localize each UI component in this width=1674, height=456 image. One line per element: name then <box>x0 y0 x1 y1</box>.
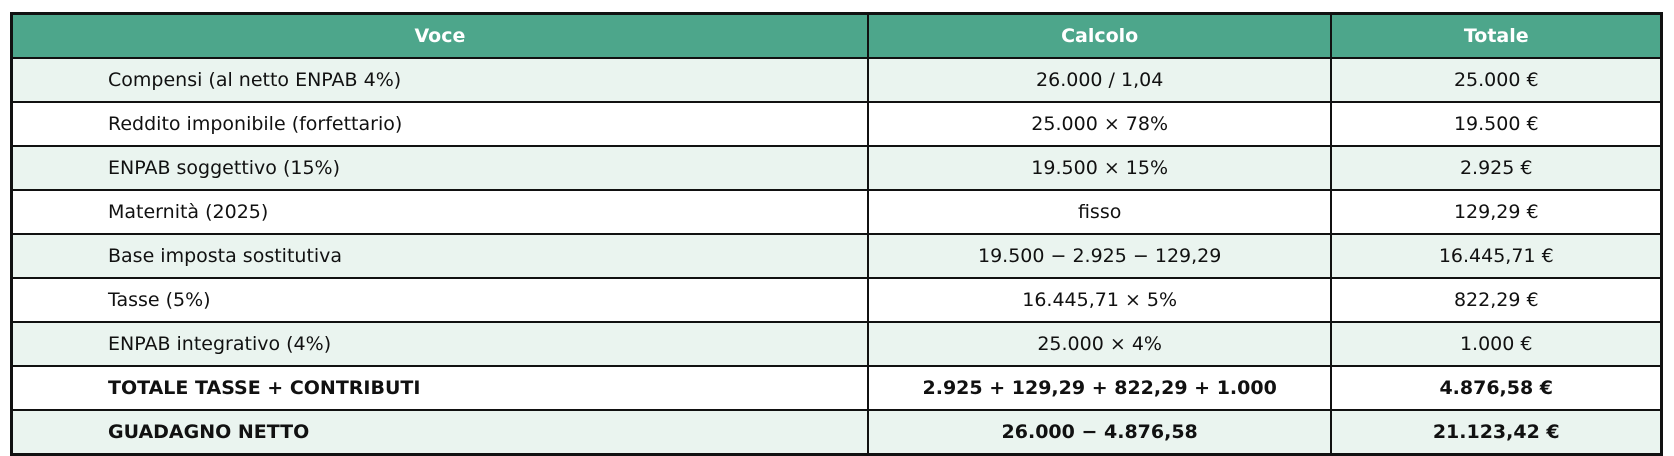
row-totale-tasse-contributi: TOTALE TASSE + CONTRIBUTI 2.925 + 129,29… <box>10 365 1663 411</box>
row-enpab-soggettivo: ENPAB soggettivo (15%) 19.500 × 15% 2.92… <box>10 145 1663 191</box>
row-compensi: Compensi (al netto ENPAB 4%) 26.000 / 1,… <box>10 57 1663 103</box>
cell-voce: Compensi (al netto ENPAB 4%) <box>10 57 869 103</box>
cell-voce: Tasse (5%) <box>10 277 869 323</box>
cell-totale: 4.876,58 € <box>1330 365 1663 411</box>
cell-calcolo: 26.000 / 1,04 <box>866 57 1333 103</box>
tax-calculation-table: Voce Calcolo Totale Compensi (al netto E… <box>10 12 1663 456</box>
column-header-voce: Voce <box>10 12 869 59</box>
row-reddito-imponibile: Reddito imponibile (forfettario) 25.000 … <box>10 101 1663 147</box>
tax-calculation-table-container: Voce Calcolo Totale Compensi (al netto E… <box>10 12 1663 456</box>
cell-calcolo: 16.445,71 × 5% <box>866 277 1333 323</box>
column-header-calcolo: Calcolo <box>866 12 1333 59</box>
cell-voce: Maternità (2025) <box>10 189 869 235</box>
cell-totale: 822,29 € <box>1330 277 1663 323</box>
cell-calcolo: 2.925 + 129,29 + 822,29 + 1.000 <box>866 365 1333 411</box>
row-maternita: Maternità (2025) fisso 129,29 € <box>10 189 1663 235</box>
cell-totale: 2.925 € <box>1330 145 1663 191</box>
cell-totale: 1.000 € <box>1330 321 1663 367</box>
cell-voce: TOTALE TASSE + CONTRIBUTI <box>10 365 869 411</box>
column-header-totale: Totale <box>1330 12 1663 59</box>
cell-totale: 19.500 € <box>1330 101 1663 147</box>
row-base-imposta: Base imposta sostitutiva 19.500 − 2.925 … <box>10 233 1663 279</box>
row-tasse: Tasse (5%) 16.445,71 × 5% 822,29 € <box>10 277 1663 323</box>
cell-voce: ENPAB soggettivo (15%) <box>10 145 869 191</box>
cell-voce: ENPAB integrativo (4%) <box>10 321 869 367</box>
cell-voce: Base imposta sostitutiva <box>10 233 869 279</box>
cell-calcolo: 26.000 − 4.876,58 <box>866 409 1333 456</box>
cell-calcolo: 25.000 × 4% <box>866 321 1333 367</box>
row-guadagno-netto: GUADAGNO NETTO 26.000 − 4.876,58 21.123,… <box>10 409 1663 456</box>
cell-calcolo: 19.500 × 15% <box>866 145 1333 191</box>
cell-voce: GUADAGNO NETTO <box>10 409 869 456</box>
cell-calcolo: fisso <box>866 189 1333 235</box>
cell-totale: 21.123,42 € <box>1330 409 1663 456</box>
cell-totale: 129,29 € <box>1330 189 1663 235</box>
row-enpab-integrativo: ENPAB integrativo (4%) 25.000 × 4% 1.000… <box>10 321 1663 367</box>
cell-calcolo: 25.000 × 78% <box>866 101 1333 147</box>
cell-calcolo: 19.500 − 2.925 − 129,29 <box>866 233 1333 279</box>
header-row: Voce Calcolo Totale <box>10 12 1663 59</box>
cell-voce: Reddito imponibile (forfettario) <box>10 101 869 147</box>
cell-totale: 25.000 € <box>1330 57 1663 103</box>
cell-totale: 16.445,71 € <box>1330 233 1663 279</box>
